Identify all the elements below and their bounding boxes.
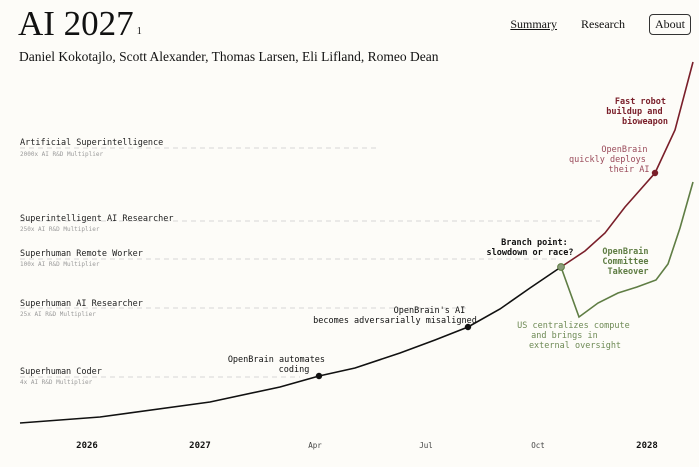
x-tick-label: 2028	[636, 441, 658, 451]
nav-about-button[interactable]: About	[649, 14, 691, 35]
x-tick-label: Jul	[419, 441, 433, 450]
annotation-misaligned: OpenBrain's AI becomes adversarially mis…	[313, 306, 477, 326]
milestone-label: Superhuman Coder	[20, 367, 102, 377]
milestone-multiplier: 4x AI R&D Multiplier	[20, 379, 93, 386]
page-title: AI 2027 1	[18, 2, 142, 46]
authors: Daniel Kokotajlo, Scott Alexander, Thoma…	[19, 49, 439, 64]
deploy-point[interactable]	[651, 169, 659, 177]
milestone-multiplier: 2000x AI R&D Multiplier	[20, 151, 103, 158]
annotation-quickly-deploys: OpenBrain quickly deploys their AI	[569, 145, 653, 175]
annotation-branch-point: Branch point: slowdown or race?	[487, 237, 574, 258]
x-tick-label: 2027	[189, 441, 211, 451]
milestone-multiplier: 250x AI R&D Multiplier	[20, 226, 100, 233]
x-tick-label: Apr	[308, 441, 322, 450]
title-text: AI 2027	[18, 4, 134, 43]
milestone-multiplier: 100x AI R&D Multiplier	[20, 261, 100, 268]
nav-summary-link[interactable]: Summary	[510, 17, 558, 31]
milestone-label: Superintelligent AI Researcher	[20, 214, 174, 224]
milestone-multiplier: 25x AI R&D Multiplier	[20, 311, 96, 318]
annotation-automates: OpenBrain automates coding	[228, 355, 330, 375]
milestone-label: Superhuman Remote Worker	[20, 249, 143, 259]
main-trajectory-line	[19, 266, 562, 424]
x-tick-label: 2026	[76, 441, 98, 451]
milestone-label: Superhuman AI Researcher	[20, 299, 143, 309]
nav-research-link[interactable]: Research	[581, 17, 625, 31]
annotation-fast-robot: Fast robot buildup and bioweapon	[606, 97, 671, 127]
branch-point[interactable]	[557, 263, 565, 271]
annotation-us-centralizes: US centralizes compute and brings in ext…	[517, 321, 635, 351]
top-nav: Summary Research About	[486, 14, 691, 35]
annotation-committee-takeover: OpenBrain Committee Takeover	[602, 246, 653, 277]
race-trajectory-line	[560, 61, 694, 268]
misaligned-point[interactable]	[464, 323, 472, 331]
milestone-label: Artificial Superintelligence	[20, 138, 163, 148]
title-footnote[interactable]: 1	[136, 26, 142, 37]
slowdown-trajectory-line	[560, 181, 694, 319]
automates-coding-point[interactable]	[315, 372, 323, 380]
x-tick-label: Oct	[531, 441, 545, 450]
